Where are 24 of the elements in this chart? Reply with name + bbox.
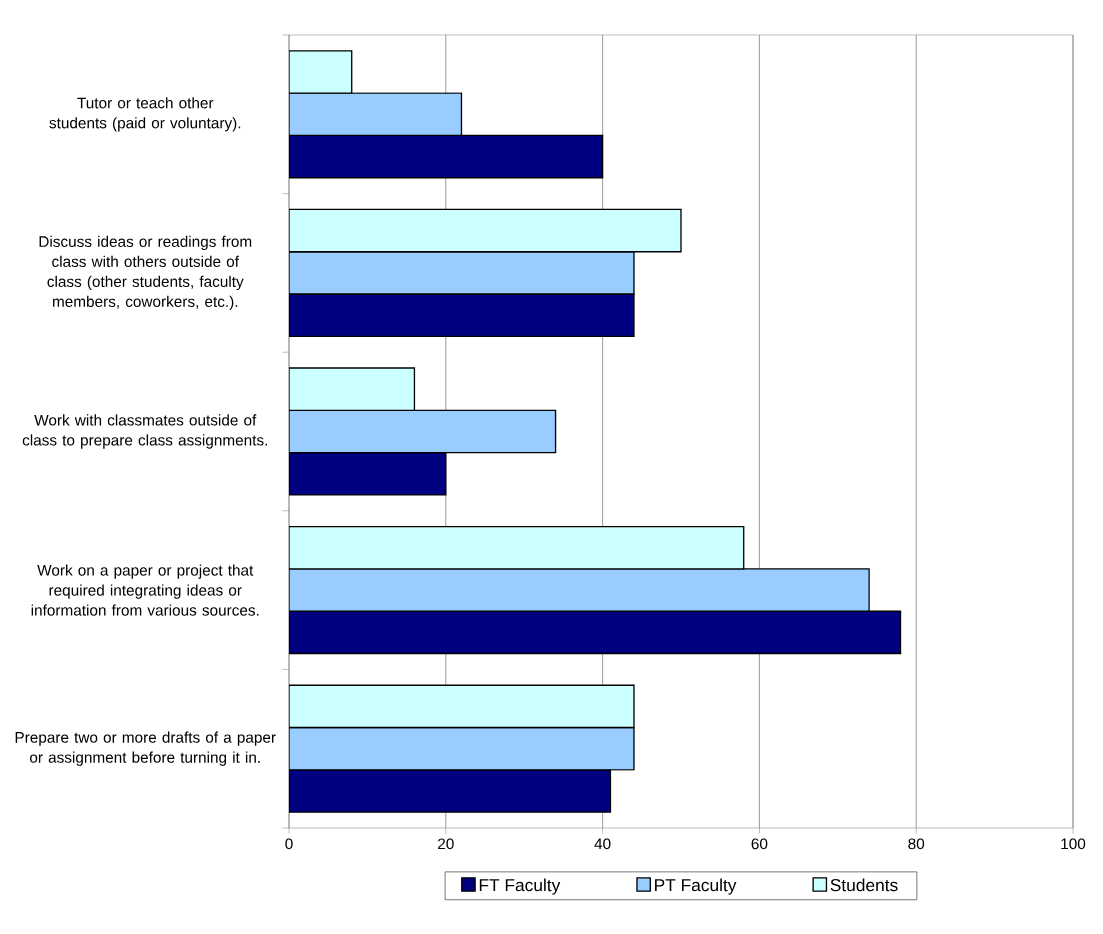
bar	[289, 134, 604, 179]
legend-label: FT Faculty	[479, 878, 561, 895]
bar	[289, 50, 353, 94]
y-tick-label: Discuss ideas or readings from class with others outside of class (other students, faculty members, coworkers, etc.).	[39, 235, 252, 311]
bar	[289, 684, 635, 729]
x-tick-label: 20	[438, 838, 454, 850]
bar	[289, 525, 745, 570]
y-tick-label: Prepare two or more drafts of a paper or assignment before turning it in.	[15, 731, 276, 766]
legend-label: PT Faculty	[655, 878, 737, 895]
legend-label: Students	[830, 878, 898, 892]
x-tick-label: 0	[285, 838, 293, 850]
y-tick-label: Work on a paper or project that required integrating ideas or information from various sources.	[31, 564, 259, 616]
bar	[289, 367, 416, 412]
y-tick-label: Tutor or teach other students (paid or voluntary).	[49, 97, 241, 132]
y-tick-label: Work with classmates outside of class to prepare class assignments.	[22, 414, 267, 449]
x-tick-label: 60	[751, 838, 768, 850]
x-tick-label: 40	[594, 838, 611, 850]
bar	[289, 208, 682, 253]
bar	[289, 293, 635, 338]
x-tick-label: 100	[1061, 838, 1086, 850]
bar	[289, 451, 447, 496]
bar	[289, 769, 612, 813]
bar	[289, 610, 902, 655]
x-tick-label: 80	[908, 838, 925, 850]
